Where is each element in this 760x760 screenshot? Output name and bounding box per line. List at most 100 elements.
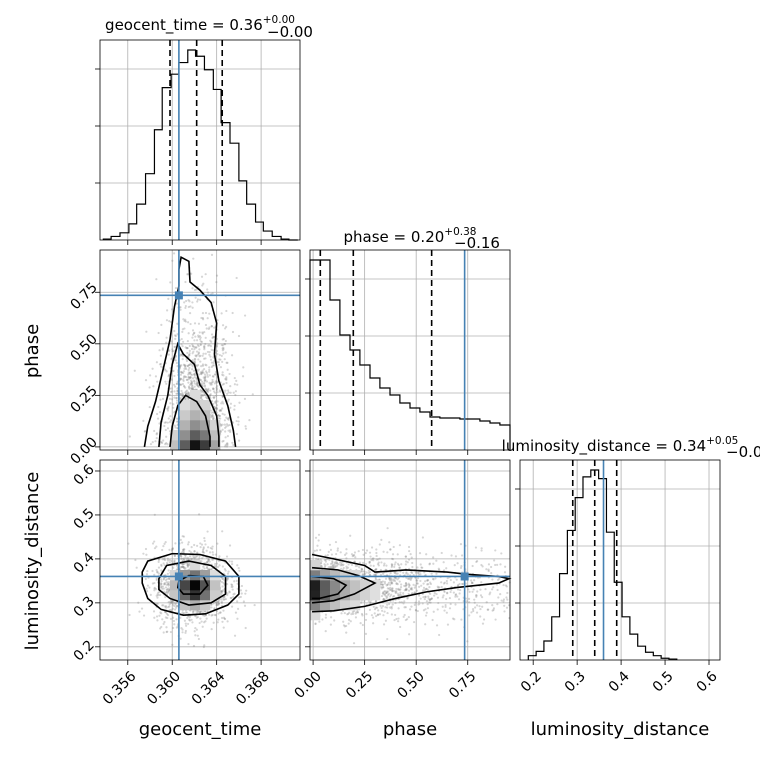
density-geocent-time-vs-luminosity-distance-sample xyxy=(223,568,227,571)
density-geocent-time-vs-luminosity-distance-sample xyxy=(204,614,207,617)
density-geocent-time-vs-phase-sample xyxy=(208,353,211,356)
density-phase-vs-luminosity-distance-sample xyxy=(352,642,356,645)
density-geocent-time-vs-phase-sample xyxy=(199,336,202,339)
density-geocent-time-vs-luminosity-distance-sample xyxy=(166,588,169,591)
density-geocent-time-vs-phase-sample xyxy=(187,305,190,309)
density-geocent-time-vs-luminosity-distance-cell xyxy=(190,560,201,571)
density-phase-vs-luminosity-distance-sample xyxy=(424,573,427,577)
density-geocent-time-vs-luminosity-distance-sample xyxy=(160,564,163,567)
density-phase-vs-luminosity-distance-sample xyxy=(459,588,462,592)
density-phase-vs-luminosity-distance-sample xyxy=(390,582,393,585)
density-phase-vs-luminosity-distance-sample xyxy=(363,572,366,576)
density-geocent-time-vs-phase-sample xyxy=(204,376,207,379)
density-geocent-time-vs-phase-sample xyxy=(223,419,226,422)
density-geocent-time-vs-luminosity-distance-sample xyxy=(213,607,216,610)
density-geocent-time-vs-phase-sample xyxy=(218,358,221,361)
density-geocent-time-vs-phase-sample xyxy=(223,342,226,346)
density-phase-vs-luminosity-distance-sample xyxy=(448,607,452,610)
density-phase-vs-luminosity-distance-sample xyxy=(353,553,356,557)
density-geocent-time-vs-phase-sample xyxy=(210,365,213,369)
density-geocent-time-vs-luminosity-distance-sample xyxy=(188,555,192,558)
density-phase-vs-luminosity-distance-sample xyxy=(334,562,337,565)
density-geocent-time-vs-luminosity-distance-sample xyxy=(167,605,170,609)
density-geocent-time-vs-phase-sample xyxy=(191,386,195,389)
density-phase-vs-luminosity-distance-sample xyxy=(377,613,380,616)
density-geocent-time-vs-phase-sample xyxy=(222,382,225,385)
density-phase-vs-luminosity-distance-sample xyxy=(461,582,464,586)
density-geocent-time-vs-phase-sample xyxy=(227,398,230,401)
density-phase-vs-luminosity-distance-sample xyxy=(397,594,400,597)
density-geocent-time-vs-phase-sample xyxy=(212,415,215,418)
density-geocent-time-vs-luminosity-distance-sample xyxy=(186,565,190,568)
density-phase-vs-luminosity-distance-sample xyxy=(381,572,385,575)
density-geocent-time-vs-luminosity-distance-sample xyxy=(222,589,225,592)
density-phase-vs-luminosity-distance-sample xyxy=(480,549,483,552)
density-geocent-time-vs-luminosity-distance-sample xyxy=(216,565,220,569)
density-geocent-time-vs-luminosity-distance-sample xyxy=(182,535,186,538)
density-geocent-time-vs-luminosity-distance-sample xyxy=(198,610,201,613)
density-phase-vs-luminosity-distance-sample xyxy=(363,599,366,602)
xtick-label-geocent-time-2: 0.364 xyxy=(189,668,229,708)
density-geocent-time-vs-phase-sample xyxy=(216,361,219,364)
density-geocent-time-vs-phase-sample xyxy=(182,318,185,321)
density-geocent-time-vs-luminosity-distance-sample xyxy=(179,616,182,619)
density-phase-vs-luminosity-distance-sample xyxy=(353,551,357,554)
density-phase-vs-luminosity-distance-sample xyxy=(345,557,348,560)
density-geocent-time-vs-phase-sample xyxy=(171,357,174,360)
density-geocent-time-vs-phase-sample xyxy=(189,322,192,326)
density-geocent-time-vs-phase-sample xyxy=(173,345,176,349)
density-geocent-time-vs-phase-sample xyxy=(199,378,202,381)
density-geocent-time-vs-phase-sample xyxy=(251,393,254,396)
density-phase-vs-luminosity-distance-sample xyxy=(391,589,394,592)
density-geocent-time-vs-phase-sample xyxy=(191,358,194,362)
density-geocent-time-vs-phase-sample xyxy=(181,345,184,348)
density-phase-vs-luminosity-distance-sample xyxy=(458,592,461,595)
density-phase-vs-luminosity-distance-sample xyxy=(378,543,381,546)
density-geocent-time-vs-luminosity-distance-sample xyxy=(194,555,197,558)
density-geocent-time-vs-phase-sample xyxy=(211,417,214,420)
density-geocent-time-vs-phase-sample xyxy=(215,386,218,389)
density-phase-vs-luminosity-distance-sample xyxy=(396,572,399,575)
density-geocent-time-vs-luminosity-distance-cell xyxy=(170,590,181,601)
density-geocent-time-vs-luminosity-distance-sample xyxy=(166,577,169,581)
density-geocent-time-vs-phase-sample xyxy=(202,282,205,285)
density-geocent-time-vs-luminosity-distance-sample xyxy=(201,551,204,554)
density-geocent-time-vs-phase-sample xyxy=(236,383,239,386)
density-geocent-time-vs-luminosity-distance-sample xyxy=(156,593,159,596)
density-phase-vs-luminosity-distance-sample xyxy=(369,564,372,567)
density-phase-vs-luminosity-distance-sample xyxy=(406,561,409,564)
density-geocent-time-vs-phase-sample xyxy=(214,400,217,404)
density-geocent-time-vs-luminosity-distance-sample xyxy=(162,544,165,548)
density-geocent-time-vs-phase-sample xyxy=(174,334,177,337)
density-geocent-time-vs-phase-sample xyxy=(208,312,211,315)
density-geocent-time-vs-phase-sample xyxy=(182,370,186,373)
density-geocent-time-vs-phase-sample xyxy=(227,424,230,427)
density-phase-vs-luminosity-distance-sample xyxy=(446,591,449,594)
density-phase-vs-luminosity-distance-sample xyxy=(351,611,354,614)
density-phase-vs-luminosity-distance-cell xyxy=(360,590,371,601)
density-geocent-time-vs-luminosity-distance-sample xyxy=(157,560,160,564)
density-phase-vs-luminosity-distance-sample xyxy=(418,602,421,605)
density-geocent-time-vs-phase-sample xyxy=(212,396,215,399)
density-geocent-time-vs-phase-frame xyxy=(99,249,301,451)
density-phase-vs-luminosity-distance-sample xyxy=(367,571,370,575)
density-geocent-time-vs-phase-sample xyxy=(187,398,190,401)
density-geocent-time-vs-phase-sample xyxy=(169,402,172,405)
density-geocent-time-vs-phase-sample xyxy=(186,392,189,395)
density-phase-vs-luminosity-distance-sample xyxy=(460,618,463,621)
density-geocent-time-vs-luminosity-distance-sample xyxy=(181,550,184,554)
density-phase-vs-luminosity-distance-sample xyxy=(416,582,419,585)
density-geocent-time-vs-phase-sample xyxy=(216,342,219,345)
density-phase-vs-luminosity-distance-sample xyxy=(387,587,391,590)
density-geocent-time-vs-luminosity-distance-sample xyxy=(171,607,175,610)
density-geocent-time-vs-phase-sample xyxy=(215,388,218,392)
density-geocent-time-vs-phase-sample xyxy=(180,343,183,346)
density-geocent-time-vs-phase-sample xyxy=(179,370,182,373)
density-phase-vs-luminosity-distance-sample xyxy=(473,606,477,609)
density-geocent-time-vs-phase-sample xyxy=(226,443,229,447)
density-phase-vs-luminosity-distance-sample xyxy=(404,588,407,591)
density-geocent-time-vs-phase-sample xyxy=(196,343,199,346)
density-geocent-time-vs-luminosity-distance-sample xyxy=(183,562,186,565)
density-geocent-time-vs-phase-sample xyxy=(165,441,168,445)
density-phase-vs-luminosity-distance-sample xyxy=(386,593,390,597)
